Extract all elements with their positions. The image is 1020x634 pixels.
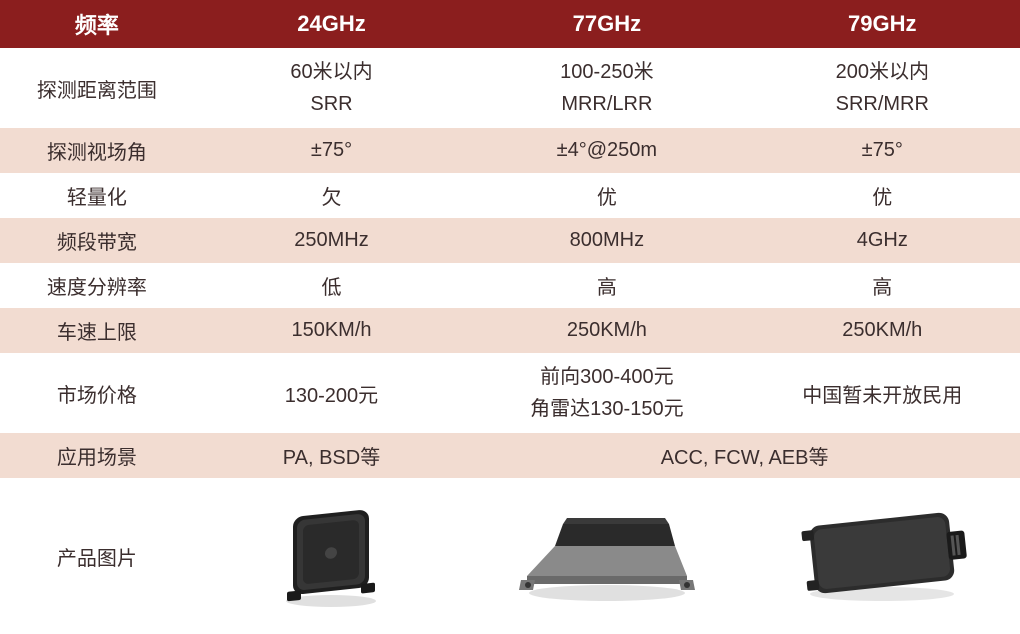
cell-79-bandwidth: 4GHz (745, 218, 1020, 263)
product-image-24ghz-icon (266, 493, 396, 613)
cell-24-bandwidth: 250MHz (194, 218, 469, 263)
cell-24-fov: ±75° (194, 128, 469, 173)
cell-text: 前向300-400元 (479, 361, 734, 393)
cell-79-range: 200米以内 SRR/MRR (745, 48, 1020, 128)
cell-79-speed: 250KM/h (745, 308, 1020, 353)
cell-7779-app: ACC, FCW, AEB等 (469, 433, 1020, 478)
cell-text: 60米以内 (204, 56, 459, 88)
cell-24-lightweight: 欠 (194, 173, 469, 218)
table-row: 探测视场角 ±75° ±4°@250m ±75° (0, 128, 1020, 173)
row-label-application: 应用场景 (0, 433, 194, 478)
cell-77-range: 100-250米 MRR/LRR (469, 48, 744, 128)
cell-24-range: 60米以内 SRR (194, 48, 469, 128)
cell-77-price: 前向300-400元 角雷达130-150元 (469, 353, 744, 433)
row-label-velocity: 速度分辨率 (0, 263, 194, 308)
cell-text: SRR (204, 88, 459, 120)
row-label-image: 产品图片 (0, 478, 194, 634)
table-row: 轻量化 欠 优 优 (0, 173, 1020, 218)
table-row: 产品图片 (0, 478, 1020, 634)
table-row: 市场价格 130-200元 前向300-400元 角雷达130-150元 中国暂… (0, 353, 1020, 433)
row-label-price: 市场价格 (0, 353, 194, 433)
header-77ghz: 77GHz (469, 0, 744, 48)
cell-24-image (194, 478, 469, 634)
cell-text: 角雷达130-150元 (479, 393, 734, 425)
cell-79-fov: ±75° (745, 128, 1020, 173)
cell-77-fov: ±4°@250m (469, 128, 744, 173)
cell-24-price: 130-200元 (194, 353, 469, 433)
table-header-row: 频率 24GHz 77GHz 79GHz (0, 0, 1020, 48)
radar-comparison-table: 频率 24GHz 77GHz 79GHz 探测距离范围 60米以内 SRR 10… (0, 0, 1020, 634)
header-79ghz: 79GHz (745, 0, 1020, 48)
table-row: 探测距离范围 60米以内 SRR 100-250米 MRR/LRR 200米以内… (0, 48, 1020, 128)
row-label-lightweight: 轻量化 (0, 173, 194, 218)
cell-text: 200米以内 (755, 56, 1010, 88)
cell-24-velocity: 低 (194, 263, 469, 308)
cell-77-speed: 250KM/h (469, 308, 744, 353)
table-row: 应用场景 PA, BSD等 ACC, FCW, AEB等 (0, 433, 1020, 478)
cell-text: 100-250米 (479, 56, 734, 88)
cell-77-image (469, 478, 744, 634)
product-image-77ghz-icon (507, 498, 707, 608)
cell-text: MRR/LRR (479, 88, 734, 120)
cell-79-price: 中国暂未开放民用 (745, 353, 1020, 433)
row-label-range: 探测距离范围 (0, 48, 194, 128)
product-image-79ghz-icon (787, 498, 977, 608)
cell-24-speed: 150KM/h (194, 308, 469, 353)
cell-77-velocity: 高 (469, 263, 744, 308)
row-label-bandwidth: 频段带宽 (0, 218, 194, 263)
cell-79-image (745, 478, 1020, 634)
cell-text: SRR/MRR (755, 88, 1010, 120)
comparison-table-container: 频率 24GHz 77GHz 79GHz 探测距离范围 60米以内 SRR 10… (0, 0, 1020, 634)
cell-24-app: PA, BSD等 (194, 433, 469, 478)
row-label-fov: 探测视场角 (0, 128, 194, 173)
table-row: 频段带宽 250MHz 800MHz 4GHz (0, 218, 1020, 263)
cell-79-velocity: 高 (745, 263, 1020, 308)
cell-77-lightweight: 优 (469, 173, 744, 218)
table-row: 车速上限 150KM/h 250KM/h 250KM/h (0, 308, 1020, 353)
cell-79-lightweight: 优 (745, 173, 1020, 218)
header-24ghz: 24GHz (194, 0, 469, 48)
table-row: 速度分辨率 低 高 高 (0, 263, 1020, 308)
table-body: 探测距离范围 60米以内 SRR 100-250米 MRR/LRR 200米以内… (0, 48, 1020, 634)
row-label-speedlimit: 车速上限 (0, 308, 194, 353)
cell-77-bandwidth: 800MHz (469, 218, 744, 263)
header-frequency: 频率 (0, 0, 194, 48)
